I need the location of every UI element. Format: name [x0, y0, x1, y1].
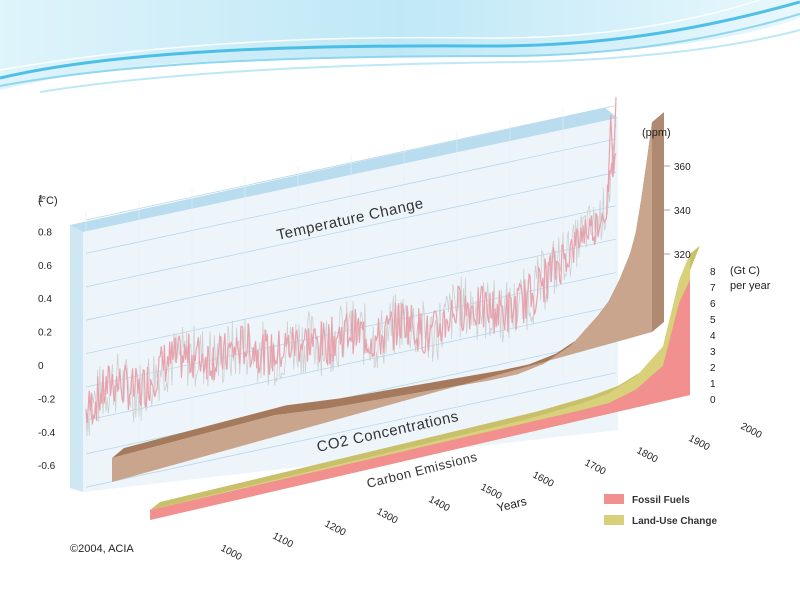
co2-area-edge [652, 112, 664, 332]
legend-swatch-fossil-fuels [604, 494, 624, 504]
emissions-y-tick: 2 [710, 363, 716, 374]
legend-label-fossil-fuels: Fossil Fuels [632, 495, 690, 506]
year-tick: 1700 [583, 458, 608, 478]
temperature-y-tick: -0.4 [38, 428, 56, 439]
temperature-series-line [85, 153, 617, 425]
emissions-y-tick: 5 [710, 315, 716, 326]
year-tick: 1400 [427, 494, 452, 514]
temperature-y-tick: 0.6 [38, 261, 52, 272]
temperature-y-tick: -0.6 [38, 461, 56, 472]
emissions-y-tick: 8 [710, 267, 716, 278]
header-wave-banner [0, 0, 800, 93]
year-tick: 1600 [531, 470, 556, 490]
year-tick: 1000 [219, 543, 244, 563]
legend-swatch-land-use-change [604, 515, 624, 525]
temperature-series [85, 97, 617, 437]
year-tick: 1800 [635, 445, 660, 465]
emissions-y-tick: 3 [710, 347, 716, 358]
temperature-y-tick: 0 [38, 361, 44, 372]
year-tick: 1200 [323, 519, 348, 539]
emissions-y-tick: 1 [710, 379, 716, 390]
year-tick: 1900 [687, 433, 712, 453]
emissions-y-ticks: 8 7 6 5 4 3 2 1 0 [710, 267, 716, 406]
temperature-panel [70, 108, 618, 492]
emissions-y-tick: 0 [710, 395, 716, 406]
year-tick: 1300 [375, 506, 400, 526]
co2-y-tick: 320 [674, 250, 691, 261]
temperature-y-tick: 0.4 [38, 294, 52, 305]
co2-panel [112, 112, 664, 482]
temperature-spike [607, 97, 617, 191]
year-tick: 1100 [271, 531, 296, 551]
temperature-y-tick: 0.8 [38, 227, 52, 238]
emissions-unit-line2: per year [730, 280, 771, 292]
co2-area-face [112, 122, 652, 482]
co2-unit-label: (ppm) [642, 127, 671, 139]
temperature-y-ticks: 1 0.8 0.6 0.4 0.2 0 -0.2 -0.4 -0.6 [38, 194, 56, 472]
emissions-y-tick: 7 [710, 283, 716, 294]
year-tick: 2000 [739, 421, 764, 441]
co2-y-tick: 360 [674, 162, 691, 173]
temperature-unit-label: (°C) [38, 195, 58, 207]
co2-y-ticks: 360 340 320 [664, 162, 691, 261]
emissions-y-tick: 6 [710, 299, 716, 310]
temperature-y-tick: -0.2 [38, 394, 56, 405]
emissions-y-tick: 4 [710, 331, 716, 342]
co2-y-tick: 340 [674, 206, 691, 217]
temperature-y-tick: 0.2 [38, 328, 52, 339]
emissions-unit-label: (Gt C) per year [730, 265, 771, 292]
copyright-credit: ©2004, ACIA [70, 543, 134, 555]
temperature-y-tick: 1 [38, 194, 44, 205]
emissions-unit-line1: (Gt C) [730, 265, 760, 277]
legend-label-land-use-change: Land-Use Change [632, 516, 717, 527]
legend: Fossil Fuels Land-Use Change [604, 494, 717, 527]
